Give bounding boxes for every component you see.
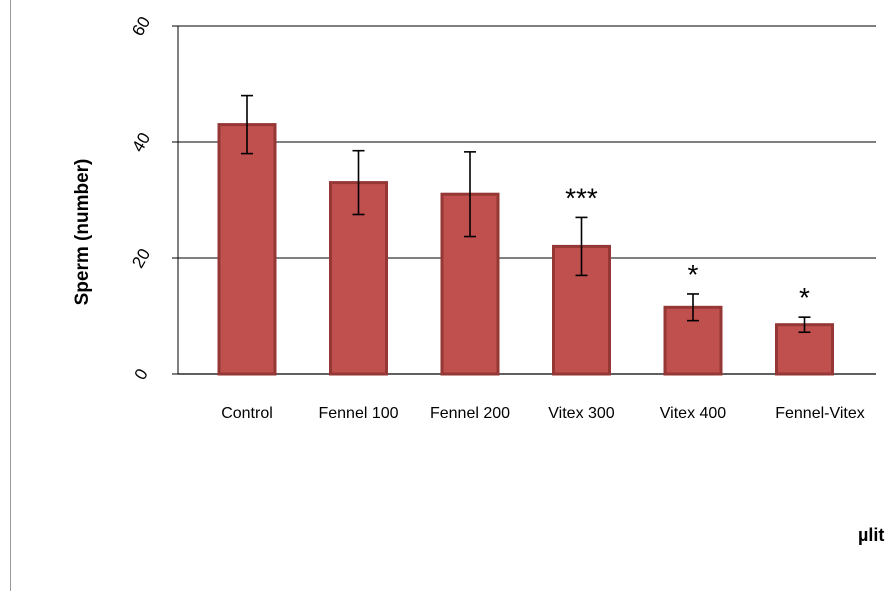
y-tick-label: 60 — [128, 13, 154, 39]
x-tick-label: Fennel 100 — [318, 405, 398, 422]
x-axis-title: µlit — [858, 525, 884, 545]
y-axis-title: Sperm (number) — [72, 159, 93, 306]
bar-group: *** — [554, 182, 610, 374]
significance-marker: *** — [565, 182, 598, 213]
bar-group — [219, 96, 275, 374]
significance-marker: * — [688, 259, 699, 290]
y-tick-label: 0 — [131, 365, 152, 383]
significance-marker: * — [799, 282, 810, 313]
x-tick-label: Vitex 400 — [660, 405, 727, 422]
y-tick-label: 20 — [128, 245, 154, 271]
x-tick-label: Fennel-Vitex — [775, 405, 865, 422]
bar-group: * — [665, 259, 721, 374]
bar-group — [442, 152, 498, 374]
y-tick-label: 40 — [128, 129, 154, 155]
bar-group — [331, 151, 387, 374]
bars: ***** — [219, 96, 833, 374]
gridlines — [178, 26, 876, 258]
bar — [219, 125, 275, 374]
x-tick-label: Control — [221, 405, 273, 422]
bar-group: * — [777, 282, 833, 374]
x-tick-label: Fennel 200 — [430, 405, 510, 422]
x-tick-labels: Control Fennel 100 Fennel 200 Vitex 300 Vite… — [221, 405, 865, 422]
y-ticks: 0 20 40 60 — [128, 13, 178, 383]
x-tick-label: Vitex 300 — [548, 405, 615, 422]
